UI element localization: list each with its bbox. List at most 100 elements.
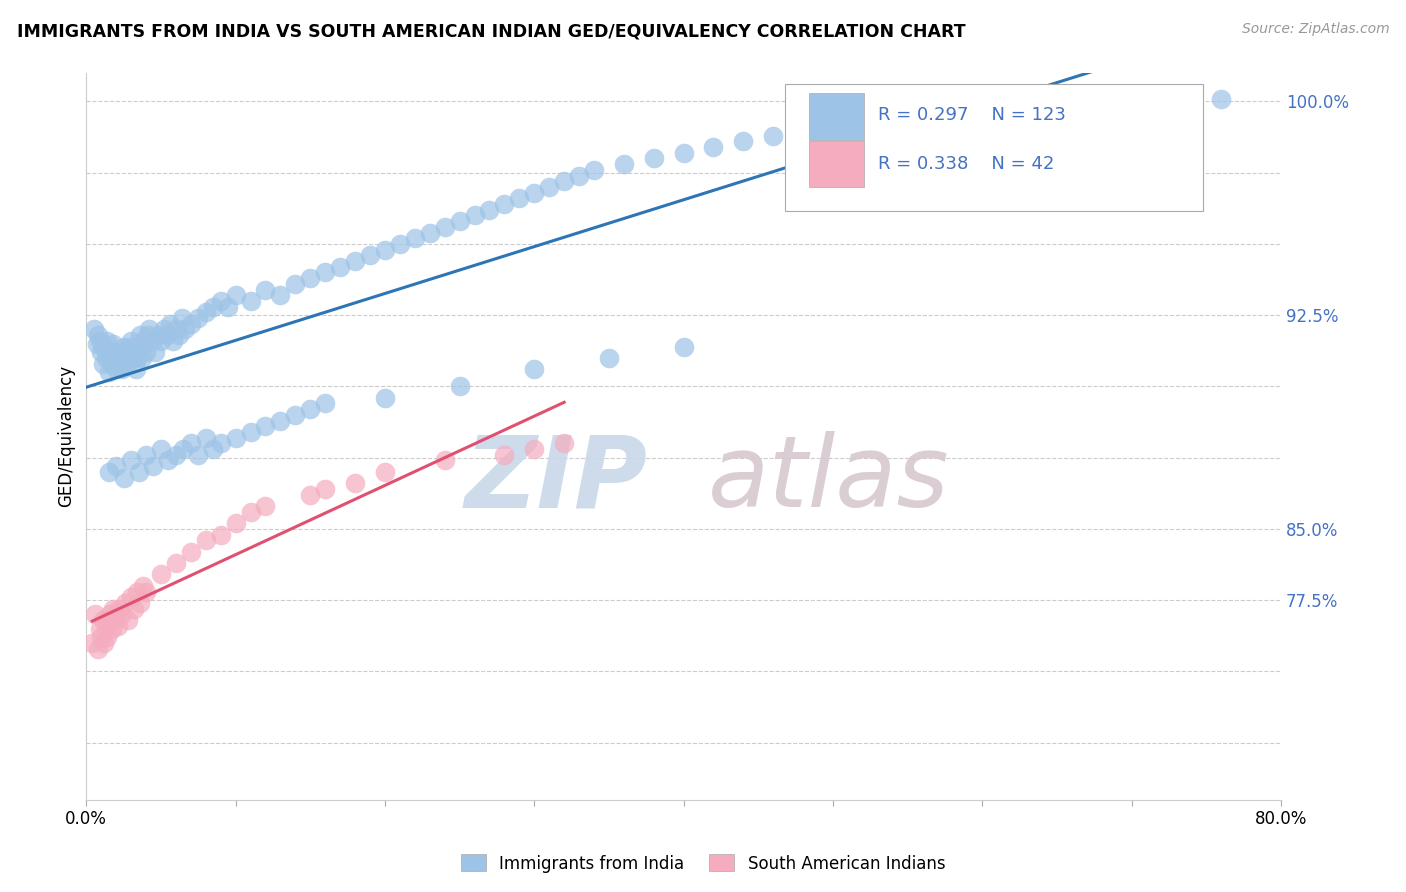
Point <box>111 607 134 622</box>
Point <box>129 596 152 610</box>
Text: ZIP: ZIP <box>465 432 648 528</box>
Point <box>89 334 111 348</box>
Point <box>269 414 291 428</box>
Point <box>254 499 277 513</box>
Point <box>792 123 814 137</box>
Point <box>149 334 172 348</box>
Point <box>538 180 561 194</box>
Point <box>172 442 194 456</box>
Point <box>202 300 225 314</box>
Point <box>523 442 546 456</box>
Point <box>449 214 471 228</box>
Point <box>374 391 396 405</box>
Point <box>508 191 530 205</box>
Point <box>553 436 575 450</box>
FancyBboxPatch shape <box>785 84 1204 211</box>
Point <box>93 636 115 650</box>
Point <box>209 527 232 541</box>
Point <box>613 157 636 171</box>
Point <box>433 219 456 234</box>
Point <box>269 288 291 302</box>
Point <box>494 448 516 462</box>
Point <box>120 334 142 348</box>
Point <box>478 202 501 217</box>
Point <box>153 322 176 336</box>
Legend: Immigrants from India, South American Indians: Immigrants from India, South American In… <box>454 847 952 880</box>
Point <box>96 630 118 644</box>
Point <box>157 453 180 467</box>
Point <box>404 231 426 245</box>
Point <box>129 328 152 343</box>
FancyBboxPatch shape <box>808 141 865 187</box>
Point <box>91 613 114 627</box>
Point <box>194 305 217 319</box>
Point <box>419 226 441 240</box>
Point <box>165 322 187 336</box>
Point <box>122 601 145 615</box>
Point <box>97 613 120 627</box>
Point <box>314 396 336 410</box>
Point <box>553 174 575 188</box>
Point <box>141 334 163 348</box>
Point <box>132 579 155 593</box>
Point <box>94 351 117 365</box>
Point <box>165 448 187 462</box>
Point <box>105 362 128 376</box>
Point <box>672 145 695 160</box>
Point <box>124 362 146 376</box>
Text: Source: ZipAtlas.com: Source: ZipAtlas.com <box>1241 22 1389 37</box>
Point <box>523 186 546 200</box>
Point <box>90 630 112 644</box>
Point <box>314 482 336 496</box>
Point <box>314 265 336 279</box>
Point <box>209 436 232 450</box>
Point <box>911 106 934 120</box>
Point <box>107 618 129 632</box>
Point <box>135 448 157 462</box>
Point <box>180 436 202 450</box>
Point <box>104 613 127 627</box>
Point <box>96 334 118 348</box>
Point <box>138 322 160 336</box>
Point <box>117 345 139 359</box>
Point <box>125 584 148 599</box>
Point <box>83 322 105 336</box>
Point <box>165 556 187 570</box>
Point <box>98 351 121 365</box>
Point <box>82 636 104 650</box>
Point <box>239 505 262 519</box>
Point <box>84 607 107 622</box>
Point <box>284 277 307 291</box>
Point <box>217 300 239 314</box>
Point <box>239 425 262 439</box>
Point <box>882 112 904 126</box>
Point <box>132 334 155 348</box>
Point <box>972 103 994 117</box>
Point <box>1150 95 1173 109</box>
Point <box>122 345 145 359</box>
Point <box>359 248 381 262</box>
Point <box>131 351 153 365</box>
Point <box>136 328 159 343</box>
Point <box>523 362 546 376</box>
Point <box>202 442 225 456</box>
Point <box>162 334 184 348</box>
Point <box>91 357 114 371</box>
Point <box>93 339 115 353</box>
Point <box>100 357 122 371</box>
Point <box>135 345 157 359</box>
Point <box>821 120 844 135</box>
Point <box>107 351 129 365</box>
Point <box>299 488 322 502</box>
Point <box>170 311 193 326</box>
Point <box>254 419 277 434</box>
Point <box>209 293 232 308</box>
Point <box>97 365 120 379</box>
Point <box>225 431 247 445</box>
Point <box>374 465 396 479</box>
Point <box>762 128 785 143</box>
Point <box>449 379 471 393</box>
Point <box>156 328 179 343</box>
Point <box>299 402 322 417</box>
Point <box>672 339 695 353</box>
